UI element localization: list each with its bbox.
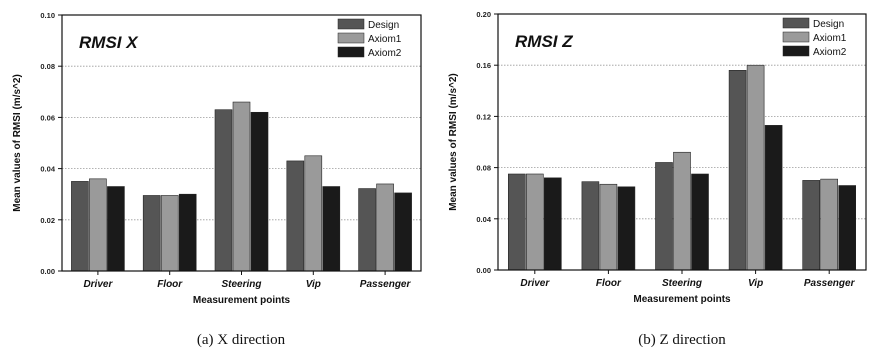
bar-axiom1-floor — [160, 195, 179, 272]
x-axis-title: Measurement points — [633, 294, 731, 305]
chart-title: RMSI X — [79, 33, 139, 52]
x-tick-label: Vip — [306, 279, 321, 290]
bar-design-steering — [214, 109, 233, 272]
plot-frame — [61, 14, 422, 272]
bar-design-vip — [286, 160, 305, 272]
legend-swatch-axiom2 — [782, 45, 810, 57]
bar-axiom1-passenger — [376, 183, 394, 272]
chart-title: RMSI Z — [515, 32, 573, 51]
legend-swatch-design — [782, 17, 810, 29]
legend-label-design: Design — [368, 20, 399, 31]
bar-design-passenger — [358, 188, 376, 272]
bar-axiom2-floor — [178, 193, 197, 272]
x-tick-label: Vip — [748, 278, 763, 289]
bar-axiom2-steering — [691, 173, 709, 271]
bar-axiom2-vip — [764, 125, 783, 271]
x-tick-label: Floor — [157, 279, 183, 290]
bar-design-floor — [142, 195, 161, 272]
plot-frame — [497, 13, 867, 271]
bar-axiom2-driver — [543, 177, 562, 271]
y-tick-label: 0.00 — [476, 266, 491, 275]
bar-axiom2-passenger — [838, 185, 857, 271]
legend-swatch-axiom1 — [782, 31, 810, 43]
y-tick-label: 0.00 — [40, 267, 55, 276]
chart-1: 0.00 0.02 0.04 0.06 0.08 0.10 Driver Floor Steer… — [12, 11, 422, 348]
legend-swatch-axiom1 — [337, 32, 365, 44]
bar-axiom2-passenger — [394, 192, 412, 272]
x-axis-title: Measurement points — [193, 295, 291, 306]
x-tick-label: Passenger — [804, 278, 856, 289]
legend-swatch-axiom2 — [337, 46, 365, 58]
y-axis-title: Mean values of RMSI (m/s^2) — [448, 73, 459, 211]
bar-design-floor — [581, 181, 600, 271]
y-tick-label: 0.06 — [40, 113, 55, 122]
legend-label-axiom2: Axiom2 — [368, 48, 402, 59]
x-tick-label: Passenger — [360, 279, 412, 290]
bar-axiom2-vip — [322, 186, 341, 272]
bar-design-driver — [507, 173, 526, 271]
y-tick-label: 0.04 — [40, 165, 55, 174]
y-axis-title: Mean values of RMSI (m/s^2) — [12, 74, 23, 212]
bar-axiom1-driver — [89, 178, 107, 272]
x-tick-label: Driver — [520, 278, 550, 289]
y-tick-label: 0.10 — [40, 11, 55, 20]
bar-design-driver — [71, 181, 89, 272]
y-tick-label: 0.08 — [476, 164, 491, 173]
bar-design-steering — [655, 162, 673, 271]
y-tick-label: 0.08 — [40, 62, 55, 71]
legend-label-axiom1: Axiom1 — [813, 33, 847, 44]
x-tick-label: Driver — [83, 279, 113, 290]
bar-axiom1-steering — [232, 101, 251, 272]
bar-axiom1-vip — [746, 64, 765, 271]
y-tick-label: 0.02 — [40, 216, 55, 225]
chart-2: 0.00 0.04 0.08 0.12 0.16 0.20 Driver Floor Steer… — [448, 10, 867, 348]
bar-design-passenger — [802, 180, 821, 271]
x-tick-label: Steering — [221, 279, 261, 290]
figure-caption: (a) X direction — [197, 332, 286, 348]
x-tick-label: Floor — [596, 278, 622, 289]
y-tick-label: 0.04 — [476, 215, 491, 224]
figure-caption: (b) Z direction — [638, 332, 726, 348]
bar-axiom2-driver — [107, 186, 125, 272]
bar-axiom1-floor — [599, 183, 618, 271]
legend-label-design: Design — [813, 19, 844, 30]
bar-axiom2-steering — [250, 111, 269, 272]
bar-design-vip — [728, 70, 747, 271]
y-tick-label: 0.12 — [476, 112, 491, 121]
bar-axiom2-floor — [617, 186, 636, 271]
y-tick-label: 0.16 — [476, 61, 491, 70]
bar-axiom1-passenger — [820, 178, 839, 271]
x-tick-label: Steering — [662, 278, 702, 289]
y-tick-label: 0.20 — [476, 10, 491, 19]
bar-axiom1-vip — [304, 155, 323, 272]
legend-swatch-design — [337, 18, 365, 30]
legend-label-axiom2: Axiom2 — [813, 47, 847, 58]
bar-axiom1-steering — [673, 151, 691, 271]
legend-label-axiom1: Axiom1 — [368, 34, 402, 45]
bar-axiom1-driver — [525, 173, 544, 271]
